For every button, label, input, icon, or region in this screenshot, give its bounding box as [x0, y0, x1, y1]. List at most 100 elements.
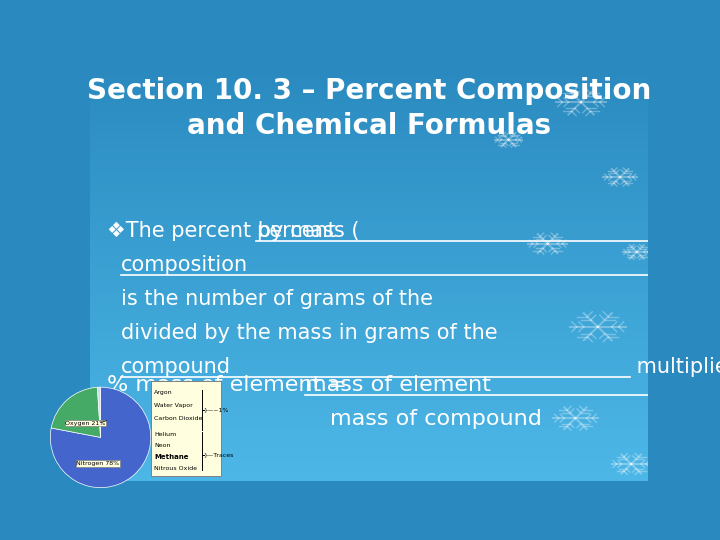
- Bar: [90, 244, 648, 248]
- Bar: [90, 173, 648, 177]
- Bar: [90, 260, 648, 265]
- Bar: [90, 131, 648, 136]
- Bar: [90, 451, 648, 456]
- Text: Nitrous Oxide: Nitrous Oxide: [154, 466, 197, 471]
- Bar: [90, 90, 648, 94]
- Bar: [90, 82, 648, 85]
- Text: Nitrogen 78%: Nitrogen 78%: [76, 461, 120, 466]
- Text: Helium: Helium: [154, 433, 176, 437]
- Wedge shape: [97, 387, 101, 437]
- Bar: [90, 381, 648, 385]
- Bar: [90, 273, 648, 277]
- Bar: [90, 168, 648, 173]
- Bar: [90, 114, 648, 119]
- Bar: [90, 402, 648, 406]
- Bar: [90, 289, 648, 294]
- Bar: [90, 472, 648, 476]
- Text: Methane: Methane: [154, 454, 189, 460]
- Bar: [90, 69, 648, 73]
- Bar: [90, 140, 648, 144]
- Bar: [90, 298, 648, 302]
- Bar: [90, 210, 648, 214]
- Bar: [90, 385, 648, 389]
- Bar: [90, 185, 648, 190]
- Bar: [90, 356, 648, 360]
- Bar: [90, 106, 648, 111]
- Bar: [90, 335, 648, 339]
- Text: mass of compound: mass of compound: [330, 409, 542, 429]
- Text: is the number of grams of the: is the number of grams of the: [121, 289, 439, 309]
- Bar: [90, 364, 648, 368]
- Bar: [90, 393, 648, 397]
- Bar: [90, 252, 648, 256]
- Text: divided by the mass in grams of the: divided by the mass in grams of the: [121, 323, 498, 343]
- Text: Neon: Neon: [154, 443, 171, 448]
- Bar: [90, 389, 648, 393]
- Text: compound: compound: [121, 357, 230, 377]
- Bar: [90, 265, 648, 268]
- Bar: [90, 235, 648, 239]
- Bar: [90, 194, 648, 198]
- Bar: [90, 310, 648, 314]
- Bar: [90, 406, 648, 410]
- Bar: [90, 160, 648, 165]
- Bar: [90, 331, 648, 335]
- Bar: [90, 447, 648, 451]
- Text: multiplied by: multiplied by: [629, 357, 720, 377]
- Bar: [90, 123, 648, 127]
- Bar: [90, 214, 648, 219]
- Bar: [90, 98, 648, 102]
- Text: Argon: Argon: [154, 390, 173, 395]
- Bar: [90, 348, 648, 352]
- Bar: [90, 360, 648, 364]
- Bar: [90, 268, 648, 273]
- Bar: [90, 206, 648, 210]
- Bar: [90, 127, 648, 131]
- Bar: [90, 343, 648, 348]
- FancyBboxPatch shape: [150, 381, 220, 476]
- Bar: [90, 476, 648, 481]
- Text: Carbon Dioxide: Carbon Dioxide: [154, 416, 202, 421]
- Bar: [90, 148, 648, 152]
- Bar: [90, 410, 648, 414]
- Bar: [90, 435, 648, 439]
- Bar: [90, 248, 648, 252]
- Wedge shape: [51, 387, 101, 437]
- Bar: [90, 418, 648, 422]
- Bar: [90, 77, 648, 82]
- Bar: [90, 239, 648, 244]
- Text: Water Vapor: Water Vapor: [154, 403, 193, 408]
- Bar: [90, 422, 648, 427]
- Bar: [90, 198, 648, 202]
- Text: composition: composition: [121, 255, 248, 275]
- Bar: [90, 65, 648, 69]
- Text: Section 10. 3 – Percent Composition
and Chemical Formulas: Section 10. 3 – Percent Composition and …: [87, 77, 651, 140]
- Text: ❖The percent by mass (: ❖The percent by mass (: [107, 221, 359, 241]
- Bar: [90, 339, 648, 343]
- Bar: [90, 144, 648, 148]
- Bar: [90, 443, 648, 447]
- Bar: [90, 94, 648, 98]
- Bar: [90, 119, 648, 123]
- Bar: [90, 111, 648, 114]
- Bar: [90, 368, 648, 373]
- Bar: [90, 156, 648, 160]
- Bar: [90, 223, 648, 227]
- Bar: [90, 373, 648, 377]
- Bar: [90, 352, 648, 356]
- Bar: [90, 327, 648, 331]
- Bar: [90, 464, 648, 468]
- Bar: [90, 468, 648, 472]
- Bar: [90, 219, 648, 223]
- Text: percent: percent: [256, 221, 336, 241]
- Bar: [90, 165, 648, 168]
- Bar: [90, 460, 648, 464]
- Bar: [90, 414, 648, 418]
- Bar: [90, 306, 648, 310]
- Bar: [90, 302, 648, 306]
- Bar: [90, 397, 648, 402]
- Bar: [90, 202, 648, 206]
- Bar: [90, 427, 648, 431]
- Bar: [90, 277, 648, 281]
- Bar: [90, 431, 648, 435]
